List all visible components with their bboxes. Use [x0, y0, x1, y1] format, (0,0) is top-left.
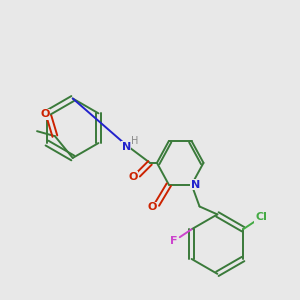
Text: N: N	[191, 180, 200, 190]
Text: H: H	[131, 136, 139, 146]
Text: O: O	[147, 202, 157, 212]
Text: F: F	[170, 236, 178, 246]
Text: O: O	[128, 172, 138, 182]
Text: O: O	[40, 109, 50, 119]
Text: N: N	[122, 142, 131, 152]
Text: Cl: Cl	[255, 212, 267, 222]
